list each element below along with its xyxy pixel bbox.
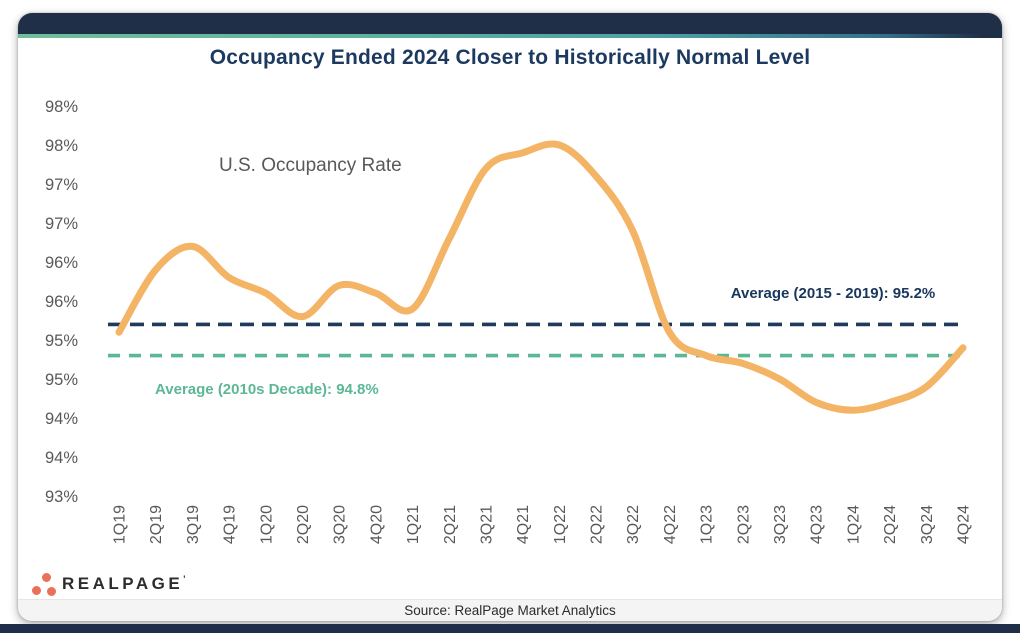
logo-dot-icon: [47, 587, 56, 596]
x-axis-tick-label: 1Q19: [112, 505, 129, 544]
x-axis-tick-label: 3Q22: [625, 505, 642, 544]
logo-dot-icon: [32, 586, 41, 595]
x-axis-tick-label: 2Q21: [442, 505, 459, 544]
logo-wordmark: REALPAGE': [62, 574, 186, 593]
occupancy-rate-series-line: [115, 140, 967, 414]
x-axis-tick-label: 4Q24: [956, 505, 973, 544]
y-axis-tick-label: 94%: [45, 410, 78, 428]
occupancy-line-chart: 98% 98% 97% 97% 96% 96% 95% 95% 94% 94% 93% 1Q19 2Q1…: [45, 98, 973, 544]
x-axis-tick-label: 1Q21: [405, 505, 422, 544]
chart-title: Occupancy Ended 2024 Closer to Historica…: [209, 46, 811, 69]
y-axis-tick-label: 98%: [45, 137, 78, 155]
y-axis-tick-label: 93%: [45, 488, 78, 506]
x-axis-tick-label: 2Q19: [148, 505, 165, 544]
x-axis-tick-label: 3Q21: [478, 505, 495, 544]
y-axis-tick-label: 95%: [45, 371, 78, 389]
x-axis-tick-label: 3Q23: [772, 505, 789, 544]
x-axis-tick-label: 2Q20: [295, 505, 312, 544]
x-axis-tick-label: 4Q22: [662, 505, 679, 544]
x-axis-tick-label: 1Q20: [258, 505, 275, 544]
x-axis-tick-label: 1Q23: [699, 505, 716, 544]
x-axis-tick-label: 4Q20: [368, 505, 385, 544]
x-axis-tick-label: 4Q23: [809, 505, 826, 544]
header-accent-gradient: [18, 34, 1002, 38]
page-bottom-bar: [0, 624, 1020, 633]
logo-dot-icon: [42, 573, 51, 582]
y-axis-tick-label: 97%: [45, 215, 78, 233]
y-axis-tick-label: 94%: [45, 449, 78, 467]
logo-trademark-mark: ': [183, 574, 186, 584]
x-axis-tick-label: 4Q21: [515, 505, 532, 544]
x-axis-tick-label: 2Q24: [882, 505, 899, 544]
y-axis-tick-label: 96%: [45, 293, 78, 311]
card-header-bar: [18, 13, 1002, 34]
realpage-logo: REALPAGE': [18, 565, 278, 605]
x-axis-tick-label: 3Q24: [919, 505, 936, 544]
x-axis-tick-label: 1Q24: [845, 505, 862, 544]
reference-label-2010s-decade: Average (2010s Decade): 94.8%: [155, 381, 379, 398]
y-axis-tick-label: 98%: [45, 98, 78, 116]
y-axis-tick-label: 96%: [45, 254, 78, 272]
source-footer: Source: RealPage Market Analytics: [18, 599, 1002, 621]
series-label: U.S. Occupancy Rate: [219, 155, 402, 176]
x-axis-tick-label: 4Q19: [222, 505, 239, 544]
reference-label-2015-2019: Average (2015 - 2019): 95.2%: [730, 285, 936, 302]
y-axis-tick-label: 97%: [45, 176, 78, 194]
x-axis-tick-label: 2Q22: [589, 505, 606, 544]
x-axis-tick-label: 3Q19: [185, 505, 202, 544]
source-text: Source: RealPage Market Analytics: [404, 603, 616, 618]
y-axis-tick-label: 95%: [45, 332, 78, 350]
x-axis-tick-label: 2Q23: [735, 505, 752, 544]
x-axis-tick-label: 3Q20: [332, 505, 349, 544]
chart-card: Occupancy Ended 2024 Closer to Historica…: [18, 13, 1002, 621]
x-axis-tick-label: 1Q22: [552, 505, 569, 544]
